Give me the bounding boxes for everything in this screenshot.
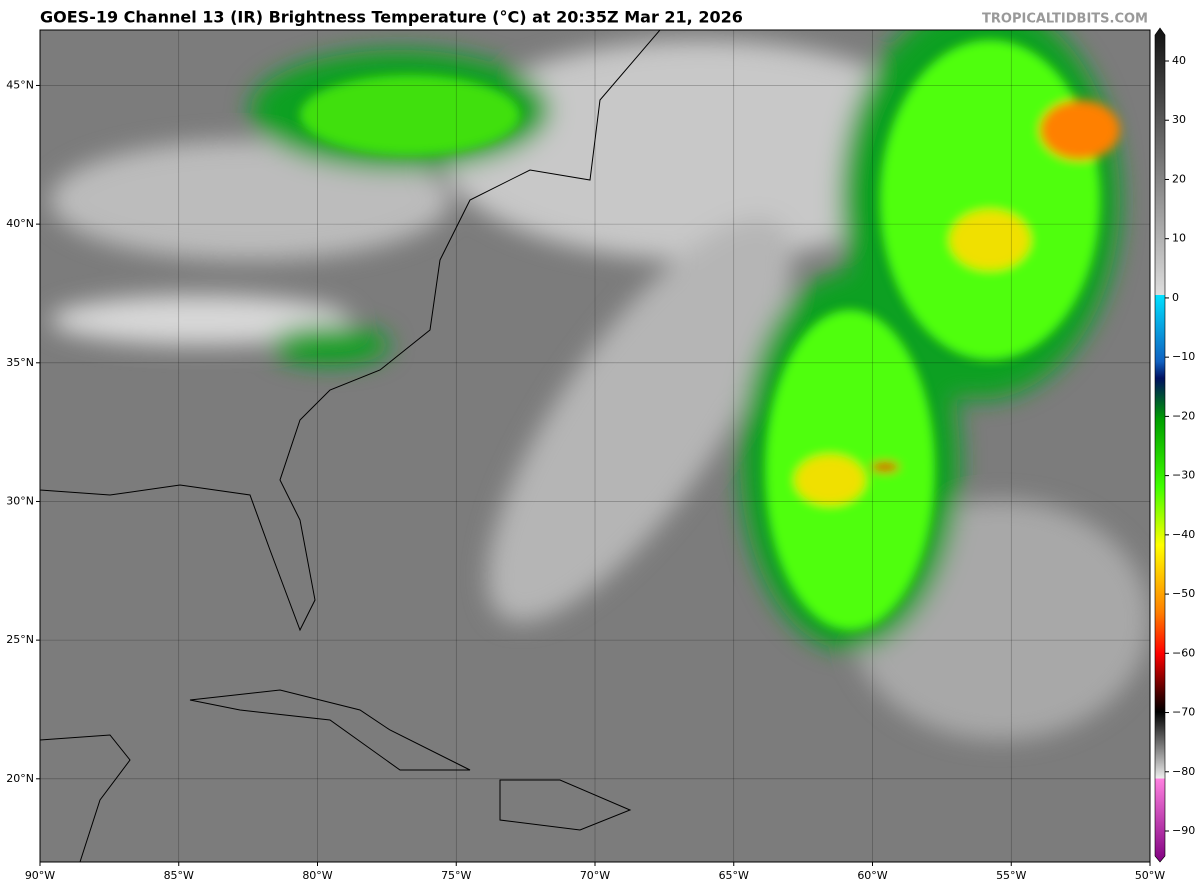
credit: TROPICALTIDBITS.COM — [982, 12, 1148, 27]
lat-tick-label: 40°N — [6, 217, 34, 230]
lon-tick-label: 80°W — [302, 869, 332, 882]
colorbar-tick-label: 40 — [1172, 54, 1186, 67]
imagery — [40, 30, 1150, 862]
colorbar-tick-label: −70 — [1172, 706, 1195, 719]
colorbar-tick-label: 30 — [1172, 113, 1186, 126]
colorbar-tick-label: −30 — [1172, 469, 1195, 482]
colorbar-tick-label: −10 — [1172, 350, 1195, 363]
lon-tick-label: 90°W — [25, 869, 55, 882]
colorbar-tick-label: 0 — [1172, 291, 1179, 304]
lat-tick-label: 35°N — [6, 356, 34, 369]
colorbar-tick-label: 10 — [1172, 232, 1186, 245]
colorbar-tick-label: −50 — [1172, 587, 1195, 600]
lat-tick-label: 45°N — [6, 78, 34, 91]
colorbar-tick-label: 20 — [1172, 172, 1186, 185]
colorbar-tick-label: −40 — [1172, 528, 1195, 541]
colorbar-tick-label: −80 — [1172, 765, 1195, 778]
lon-tick-label: 50°W — [1135, 869, 1165, 882]
colorbar — [1154, 27, 1166, 863]
lon-tick-label: 65°W — [719, 869, 749, 882]
colorbar-tick-label: −90 — [1172, 824, 1195, 837]
lat-tick-label: 20°N — [6, 772, 34, 785]
lat-tick-label: 25°N — [6, 633, 34, 646]
lat-tick-label: 30°N — [6, 494, 34, 507]
colorbar-tick-label: −60 — [1172, 646, 1195, 659]
lon-tick-label: 60°W — [857, 869, 887, 882]
lon-tick-label: 70°W — [580, 869, 610, 882]
lon-tick-label: 55°W — [996, 869, 1026, 882]
colorbar-tick-label: −20 — [1172, 409, 1195, 422]
lon-tick-label: 75°W — [441, 869, 471, 882]
title: GOES-19 Channel 13 (IR) Brightness Tempe… — [40, 8, 743, 27]
lon-tick-label: 85°W — [164, 869, 194, 882]
